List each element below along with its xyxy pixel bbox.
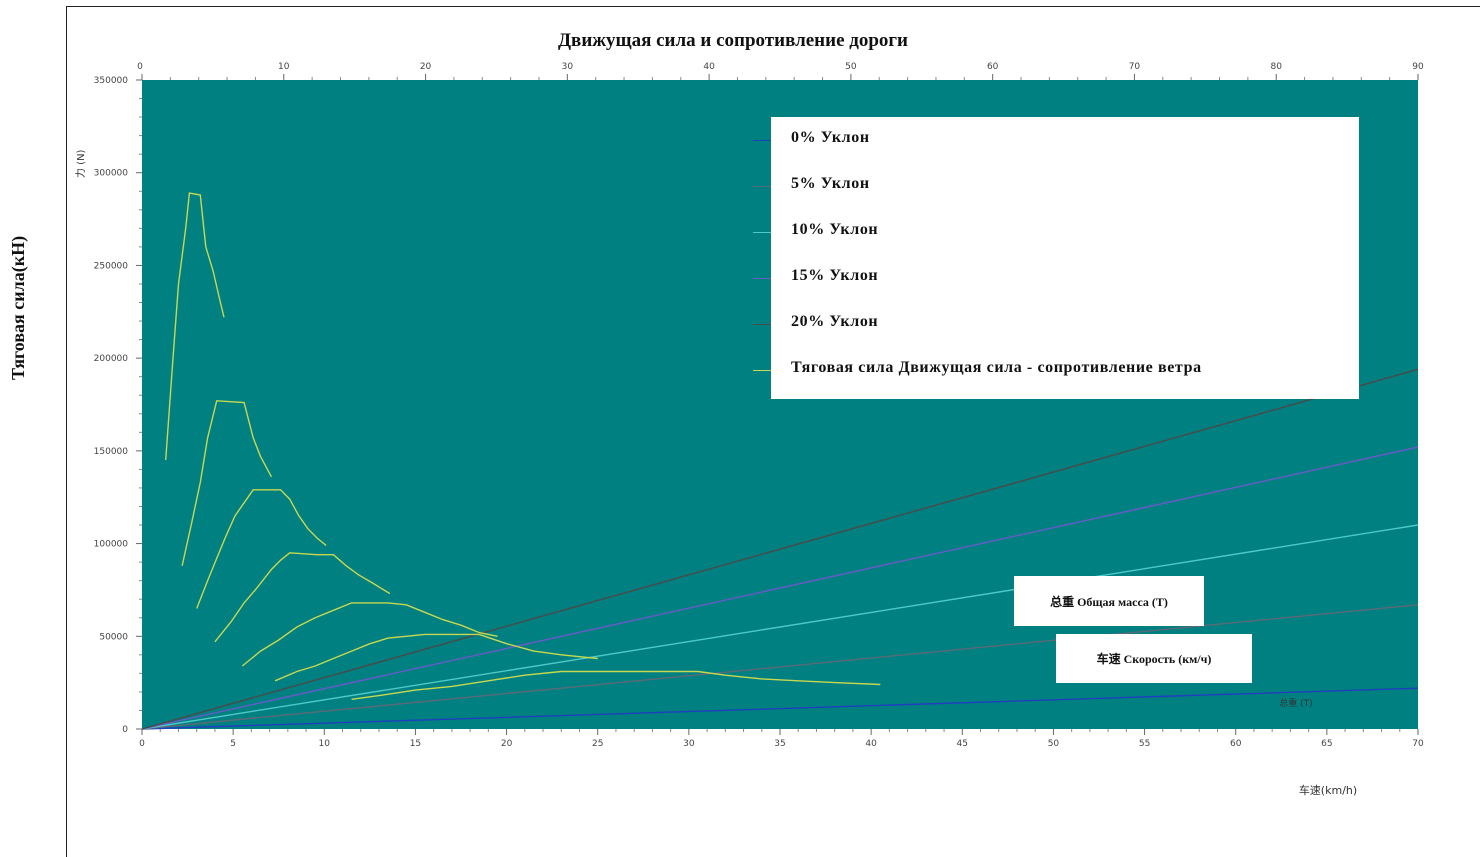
chart-frame [66, 6, 1480, 857]
x-tick-label: 50 [1048, 739, 1060, 749]
x2-tick-label: 50 [845, 62, 857, 72]
x2-tick-label: 90 [1412, 62, 1424, 72]
x-axis-label: 车速(km/h) [1299, 783, 1357, 797]
series-line-5-4 [241, 602, 498, 667]
x-tick-label: 35 [774, 739, 785, 749]
y-tick-label: 350000 [94, 76, 129, 86]
legend-swatch [753, 278, 771, 279]
y-tick-label: 300000 [94, 169, 129, 179]
legend-item: 10% Уклон [791, 221, 879, 238]
mass-label-box: 总重 Общая масса (T) [1014, 576, 1204, 626]
legend-item: 0% Уклон [791, 129, 870, 146]
legend-item: 20% Уклон [791, 313, 879, 330]
y-tick-label: 100000 [94, 540, 129, 550]
y-tick-label: 250000 [94, 261, 129, 271]
legend-swatch [753, 140, 771, 141]
series-line-5-3 [214, 552, 391, 643]
series-line-3 [141, 446, 1419, 730]
series-line-5-6 [351, 670, 881, 700]
y-tick-label: 50000 [99, 632, 128, 642]
legend-item: Тяговая сила Движущая сила - сопротивлен… [791, 359, 1202, 376]
x-tick-label: 5 [230, 739, 236, 749]
x-tick-label: 0 [139, 739, 145, 749]
chart-title: Движущая сила и сопротивление дороги [558, 30, 908, 51]
y-tick-label: 0 [122, 725, 128, 735]
y-tick-label: 150000 [94, 447, 129, 457]
x-tick-label: 45 [957, 739, 968, 749]
legend-swatch [753, 232, 771, 233]
series-line-0 [141, 687, 1419, 730]
series-line-5-2 [196, 489, 327, 609]
x-tick-label: 30 [683, 739, 695, 749]
legend-item: 15% Уклон [791, 267, 879, 284]
legend-swatch [753, 186, 771, 187]
series-line-5-1 [181, 400, 273, 566]
x2-tick-label: 0 [137, 62, 143, 72]
x-tick-label: 15 [410, 739, 421, 749]
x-tick-label: 60 [1230, 739, 1242, 749]
speed-label-box: 车速 Скорость (км/ч) [1056, 634, 1252, 683]
series-line-1 [141, 604, 1419, 730]
legend: 0% Уклон 5% Уклон 10% Уклон 15% Уклон 20% Ук… [753, 117, 1359, 399]
x-tick-label: 65 [1321, 739, 1332, 749]
x-tick-label: 25 [592, 739, 603, 749]
legend-item: 5% Уклон [791, 175, 870, 192]
x-tick-label: 20 [501, 739, 513, 749]
x2-tick-label: 40 [703, 62, 715, 72]
x2-tick-label: 20 [420, 62, 432, 72]
series-line-2 [141, 524, 1419, 730]
y-axis-label: 力 (N) [74, 149, 87, 178]
series-line-5-5 [274, 633, 598, 682]
y-tick-label: 200000 [94, 354, 129, 364]
x2-tick-label: 70 [1129, 62, 1141, 72]
x-tick-label: 40 [865, 739, 877, 749]
x-tick-label: 10 [319, 739, 331, 749]
legend-swatch [753, 324, 771, 325]
x2-tick-label: 30 [562, 62, 574, 72]
x2-tick-label: 10 [278, 62, 290, 72]
x-tick-label: 55 [1139, 739, 1150, 749]
series-line-5-0 [165, 192, 225, 461]
mass-axis-label: 总重 (T) [1279, 697, 1312, 709]
x-tick-label: 70 [1412, 739, 1424, 749]
series-line-4 [141, 368, 1419, 730]
x2-tick-label: 80 [1270, 62, 1282, 72]
x2-tick-label: 60 [987, 62, 999, 72]
legend-swatch [753, 370, 771, 371]
